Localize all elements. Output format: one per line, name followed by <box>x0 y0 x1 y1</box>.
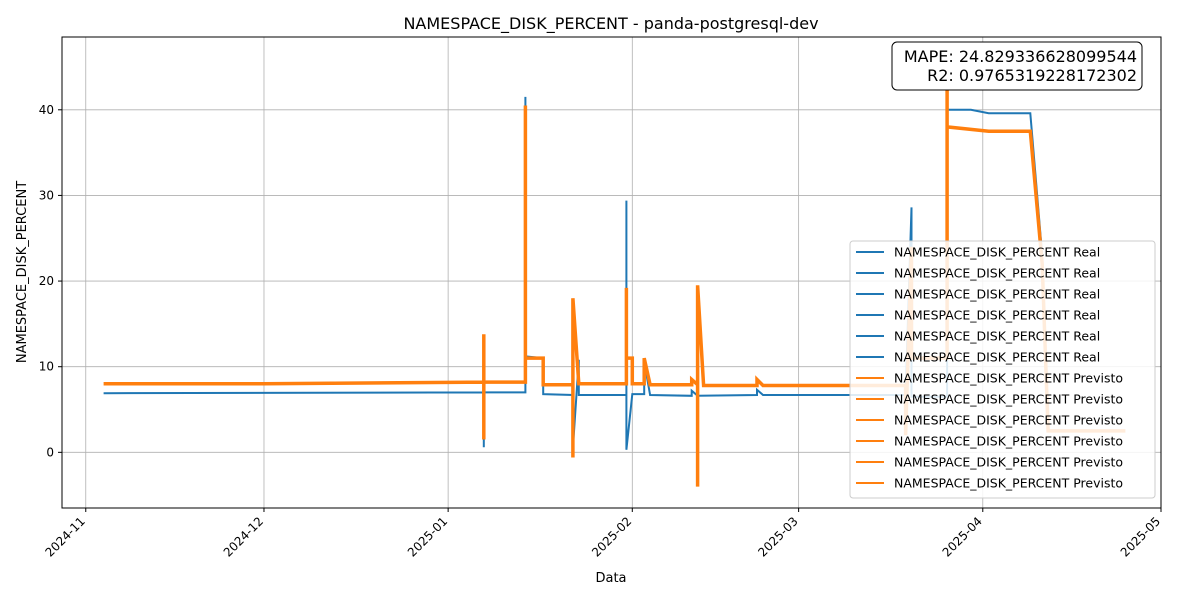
y-tick-label: 20 <box>39 274 54 288</box>
legend-label: NAMESPACE_DISK_PERCENT Previsto <box>894 413 1123 428</box>
metrics-annotation: MAPE: 24.829336628099544 R2: 0.976531922… <box>891 41 1143 91</box>
y-tick-label: 40 <box>39 103 54 117</box>
legend: NAMESPACE_DISK_PERCENT Real NAMESPACE_DIS… <box>849 240 1156 499</box>
y-tick-label: 0 <box>46 445 54 459</box>
legend-label: NAMESPACE_DISK_PERCENT Previsto <box>894 371 1123 386</box>
legend-label: NAMESPACE_DISK_PERCENT Real <box>894 245 1100 260</box>
legend-label: NAMESPACE_DISK_PERCENT Real <box>894 287 1100 302</box>
y-axis-label: NAMESPACE_DISK_PERCENT <box>15 181 30 363</box>
legend-label: NAMESPACE_DISK_PERCENT Previsto <box>894 476 1123 491</box>
legend-box <box>849 240 1156 499</box>
y-tick-label: 10 <box>39 360 54 374</box>
x-axis-label: Data <box>595 571 626 586</box>
legend-label: NAMESPACE_DISK_PERCENT Real <box>894 266 1100 281</box>
legend-label: NAMESPACE_DISK_PERCENT Previsto <box>894 455 1123 470</box>
y-tick-label: 30 <box>39 188 54 202</box>
legend-label: NAMESPACE_DISK_PERCENT Previsto <box>894 392 1123 407</box>
chart-title: NAMESPACE_DISK_PERCENT - panda-postgresq… <box>403 14 818 34</box>
r2-text: R2: 0.9765319228172302 <box>927 66 1137 85</box>
legend-label: NAMESPACE_DISK_PERCENT Previsto <box>894 434 1123 449</box>
plot-frame <box>61 36 1162 509</box>
y-axis: 0 10 20 30 40 <box>39 103 62 459</box>
legend-label: NAMESPACE_DISK_PERCENT Real <box>894 308 1100 323</box>
legend-label: NAMESPACE_DISK_PERCENT Real <box>894 350 1100 365</box>
metrics-box <box>891 41 1143 91</box>
mape-text: MAPE: 24.829336628099544 <box>904 47 1137 66</box>
legend-label: NAMESPACE_DISK_PERCENT Real <box>894 329 1100 344</box>
legend-entries: NAMESPACE_DISK_PERCENT Real NAMESPACE_DIS… <box>856 245 1123 491</box>
